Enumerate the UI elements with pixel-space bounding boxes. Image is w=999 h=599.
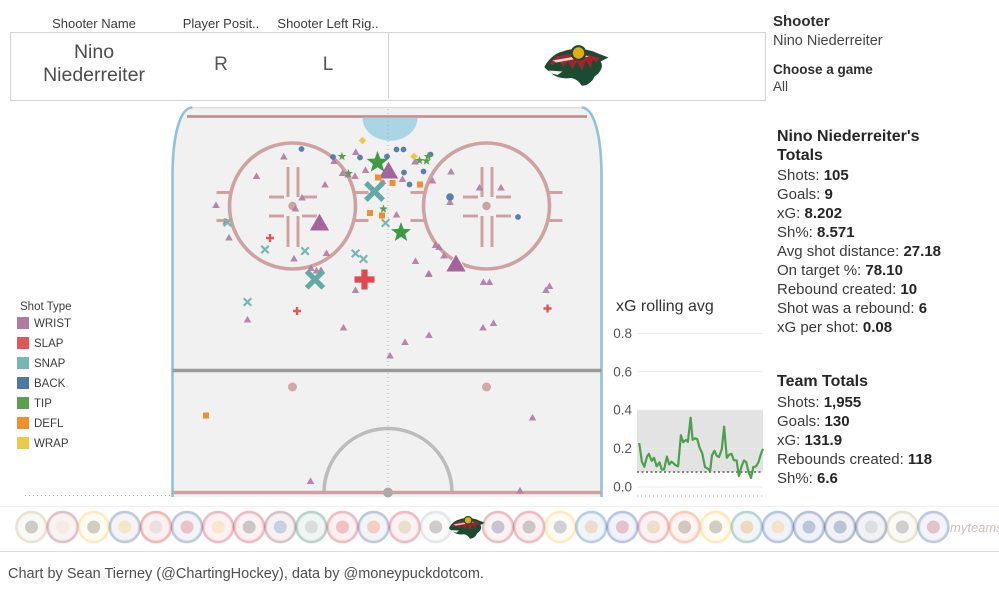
svg-text:0.2: 0.2 — [613, 441, 632, 456]
svg-text:0.4: 0.4 — [613, 403, 632, 418]
svg-text:0.8: 0.8 — [613, 326, 632, 341]
svg-text:myteams: myteams — [950, 520, 999, 535]
svg-text:0.6: 0.6 — [613, 364, 632, 379]
svg-text:0.0: 0.0 — [613, 480, 632, 495]
